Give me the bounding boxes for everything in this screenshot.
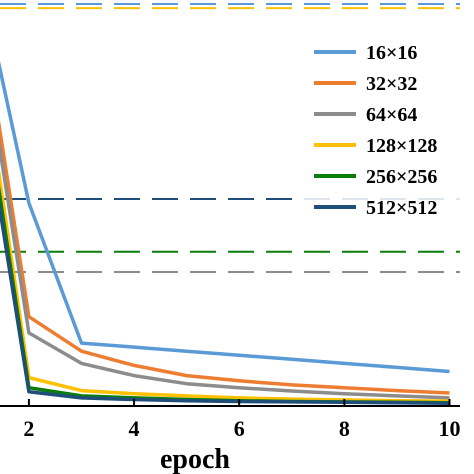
x-tick-label-4: 10 (438, 416, 460, 441)
series-line-2 (0, 138, 450, 400)
reference-lines (0, 3, 460, 274)
series-line-3 (0, 169, 450, 403)
x-ticks: 2 4 6 8 10 (23, 399, 460, 441)
x-tick-label-3: 8 (339, 416, 350, 441)
series-line-1 (0, 120, 450, 395)
x-tick-label-2: 6 (234, 416, 245, 441)
legend-label-3: 128×128 (366, 135, 437, 157)
legend-frame (303, 36, 465, 228)
legend-label-4: 256×256 (366, 166, 437, 188)
legend-label-0: 16×16 (366, 42, 417, 64)
legend-label-2: 64×64 (366, 104, 417, 126)
x-tick-label-0: 2 (23, 416, 34, 441)
legend: 16×16 32×32 64×64 128×128 256×256 512×512 (303, 36, 465, 228)
legend-label-1: 32×32 (366, 73, 417, 95)
legend-label-5: 512×512 (366, 197, 437, 219)
x-tick-label-1: 4 (129, 416, 140, 441)
series-lines (0, 60, 450, 405)
series-line-5 (0, 198, 450, 405)
x-axis-label: epoch (160, 444, 230, 474)
series-line-0 (0, 60, 450, 374)
